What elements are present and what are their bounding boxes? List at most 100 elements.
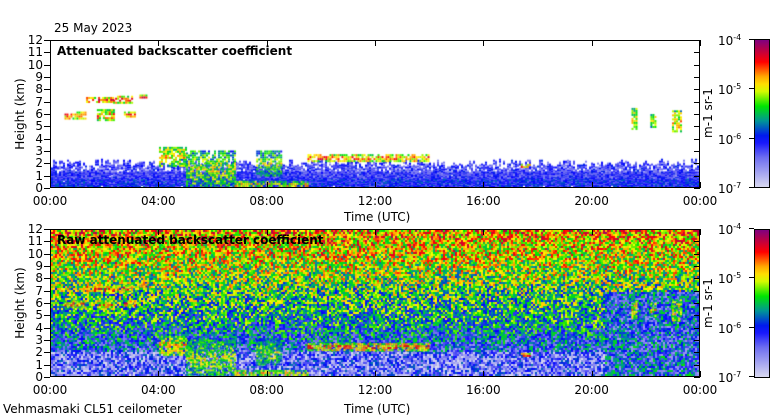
x-tick-label: 12:00 [357,383,393,397]
y-tick [44,352,50,354]
y-tick [44,340,50,341]
y-tick-right [694,290,700,292]
y-tick-right [694,188,700,189]
y-tick-right [694,278,700,280]
x-tick [700,182,701,188]
y-tick-right [694,77,700,78]
x-tick-label: 12:00 [357,194,393,208]
y-tick [44,175,50,177]
x-tick-top [375,229,376,235]
y-tick [44,303,50,304]
x-tick-top [591,40,593,46]
panel-title: Raw attenuated backscatter coefficient [57,233,324,247]
y-tick [44,52,50,54]
y-tick [44,64,50,66]
x-tick-top [375,40,376,46]
colorbar-tick [749,277,754,279]
x-tick [483,371,485,377]
colorbar [754,39,770,188]
y-tick-label: 7 [35,283,43,298]
y-tick-label: 1 [35,168,43,183]
y-tick-label: 0 [35,370,43,384]
colorbar-tick [749,39,754,40]
x-tick [483,182,485,188]
y-tick [44,290,50,292]
y-tick-right [694,241,700,243]
x-tick-top [50,40,51,46]
y-tick-right [694,229,700,230]
y-tick [44,266,50,267]
x-tick [700,371,701,377]
y-tick-label: 8 [35,271,43,286]
y-tick-right [694,151,700,152]
y-tick-right [694,340,700,341]
y-tick-right [694,303,700,304]
y-tick-label: 7 [35,94,43,109]
y-tick-right [694,352,700,354]
y-tick-right [694,138,700,140]
y-tick-label: 12 [27,33,43,47]
y-tick-label: 2 [35,345,43,360]
x-tick-top [266,229,268,235]
footer-label: Vehmasmaki CL51 ceilometer [3,402,182,416]
x-tick [375,371,376,377]
x-tick-label: 00:00 [32,383,68,397]
y-tick-right [694,52,700,54]
x-tick-top [50,229,51,235]
y-tick [44,327,50,329]
x-tick-top [483,229,485,235]
y-tick-label: 4 [35,131,43,146]
backscatter-heatmap [51,41,699,187]
y-tick [44,163,50,165]
colorbar-label: m-1 sr-1 [701,88,715,138]
y-tick [44,89,50,91]
y-tick-label: 10 [27,246,43,261]
y-tick-label: 0 [35,181,43,195]
y-tick-label: 10 [27,57,43,72]
y-tick-label: 9 [35,70,43,84]
y-tick-right [694,126,700,128]
x-tick [158,371,160,377]
x-tick-top [700,40,701,46]
y-tick-label: 2 [35,156,43,171]
x-tick-label: 00:00 [682,194,718,208]
colorbar-tick [749,326,754,328]
colorbar [754,229,770,378]
x-tick-label: 04:00 [141,194,176,208]
panel-title: Attenuated backscatter coefficient [57,44,293,58]
y-tick-label: 1 [35,357,43,372]
colorbar-tick-label: 10-4 [718,33,742,48]
colorbar-tick [749,228,754,229]
colorbar-tick-label: 10-6 [718,320,742,336]
y-tick-right [694,89,700,91]
colorbar-tick [749,137,754,139]
colorbar-tick-label: 10-6 [718,131,742,147]
x-tick-label: 00:00 [32,194,68,208]
y-tick [44,77,50,78]
x-tick-top [591,229,593,235]
y-tick-right [694,266,700,267]
x-tick [591,182,593,188]
y-tick-label: 9 [35,259,43,273]
x-tick-label: 04:00 [141,383,176,397]
x-tick-top [158,40,160,46]
y-tick-label: 6 [35,296,43,310]
y-tick-right [694,101,700,103]
colorbar-tick-label: 10-5 [718,82,742,98]
y-tick-label: 4 [35,320,43,335]
y-tick-right [694,327,700,329]
y-tick [44,138,50,140]
y-tick-label: 3 [35,144,43,158]
x-axis-label: Time (UTC) [344,402,411,416]
y-tick-label: 6 [35,107,43,121]
raw-backscatter-heatmap [51,230,699,376]
y-tick [44,315,50,317]
y-tick-label: 11 [27,45,43,60]
y-tick [44,188,50,189]
x-tick [50,371,51,377]
y-tick [44,229,50,230]
y-tick-right [694,315,700,317]
x-tick [266,371,268,377]
y-tick-label: 5 [35,308,43,323]
